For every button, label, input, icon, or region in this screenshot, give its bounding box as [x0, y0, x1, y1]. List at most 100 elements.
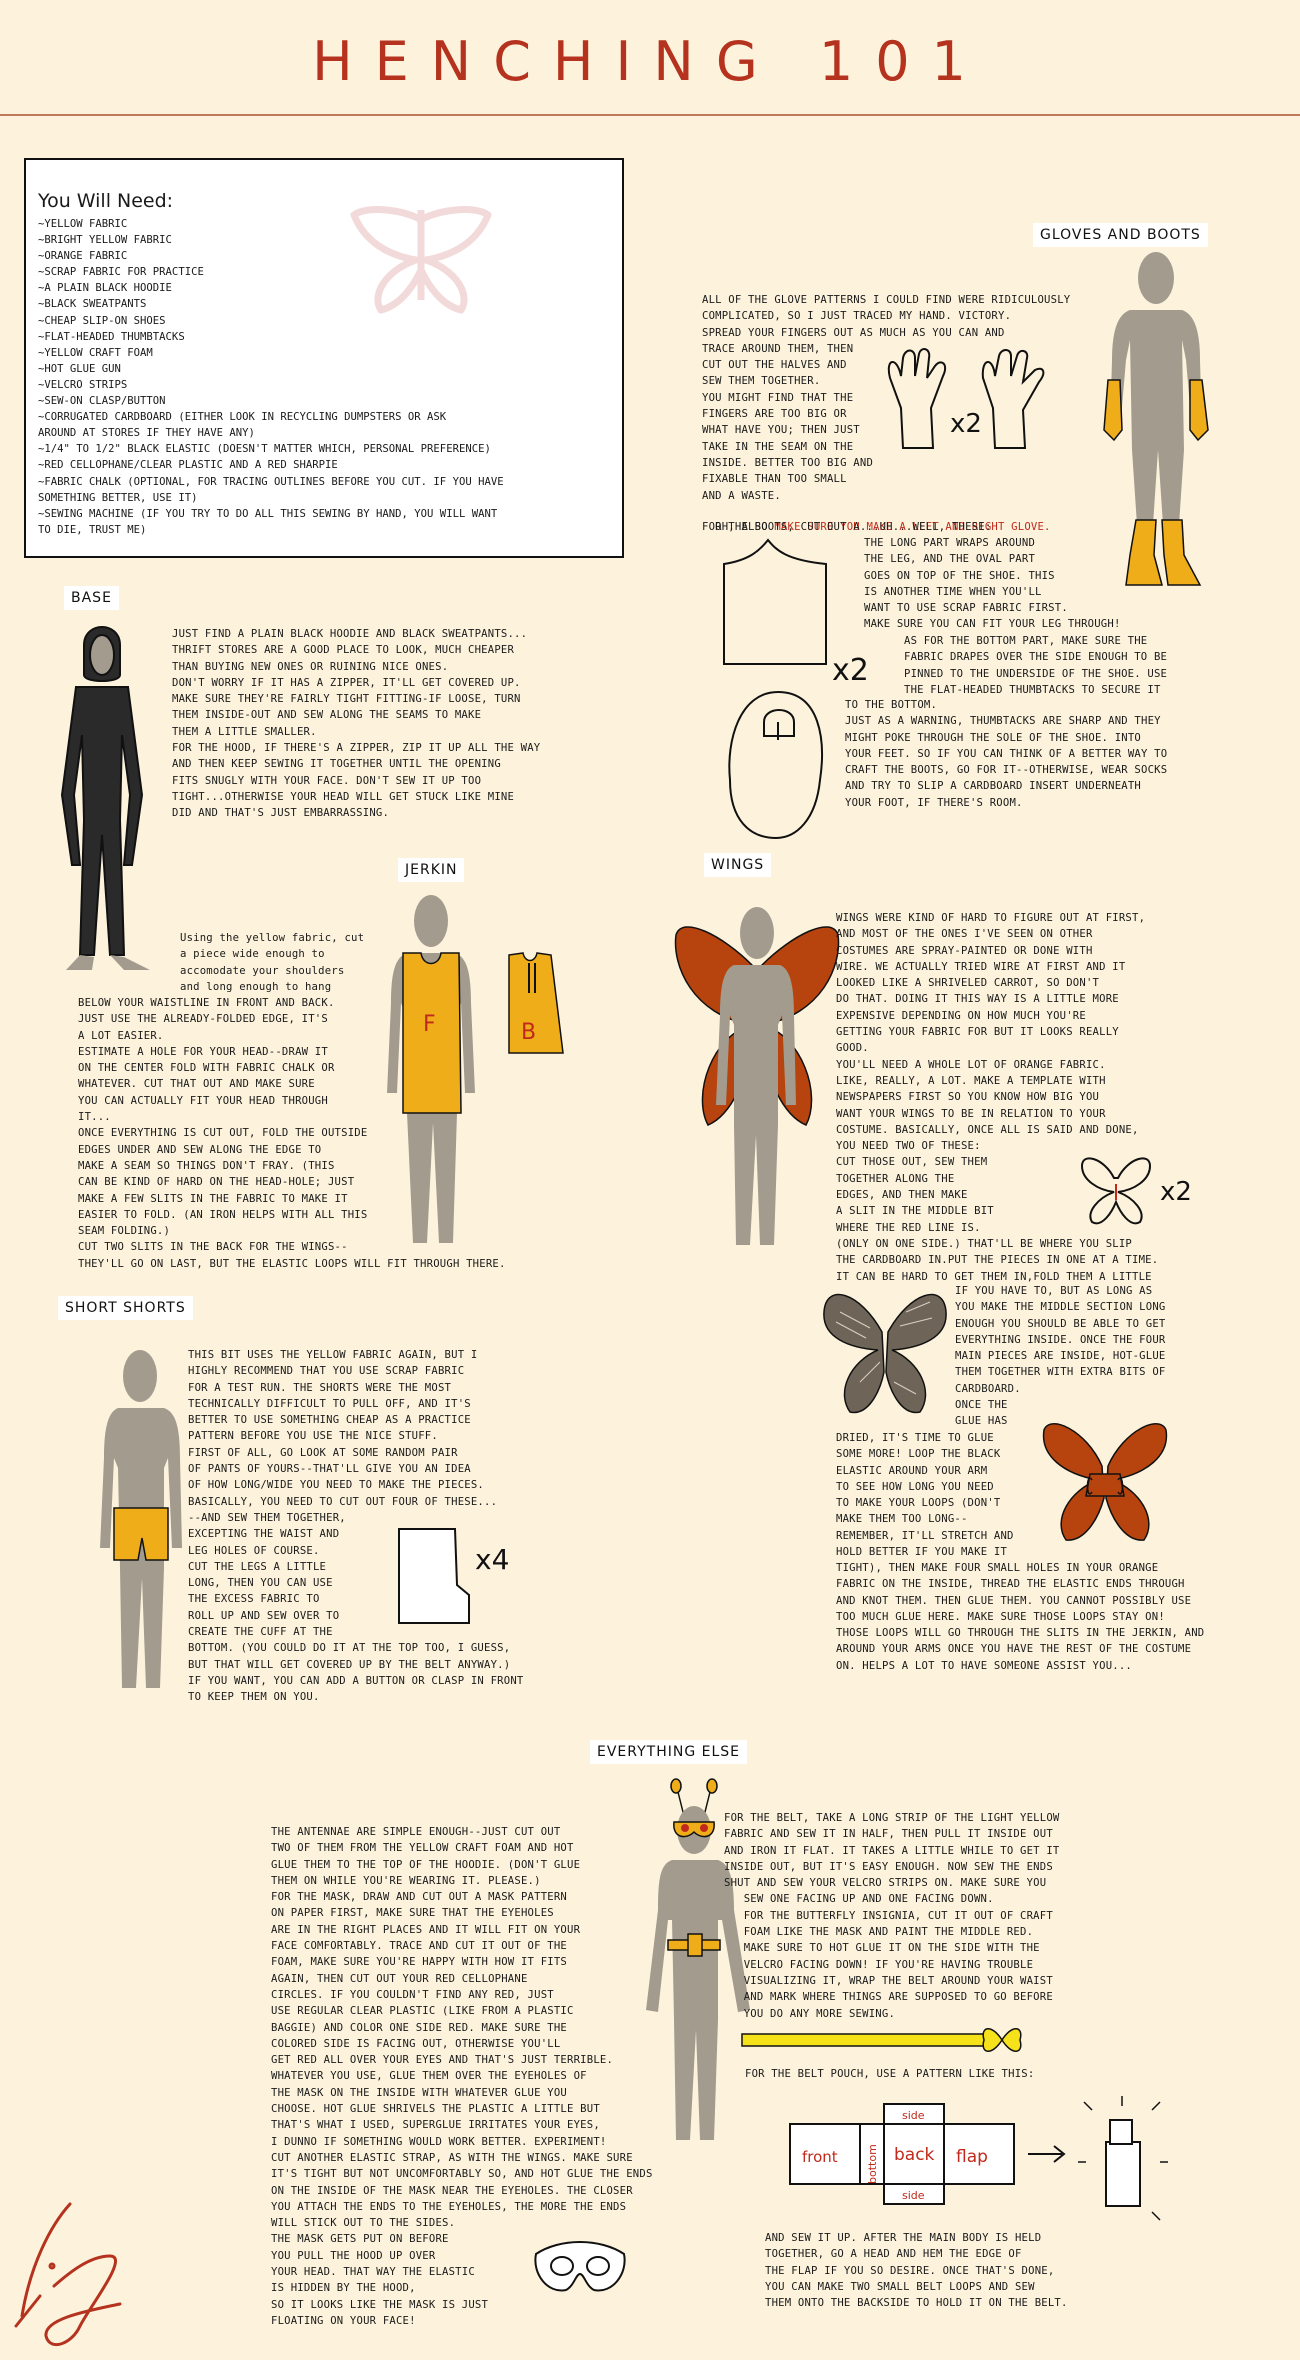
supplies-item-line: ~CHEAP SLIP-ON SHOES: [38, 314, 166, 327]
wings-a-line: WANT YOUR WINGS TO BE IN RELATION TO YOU…: [836, 1107, 1106, 1120]
boots-d-line: JUST AS A WARNING, THUMBTACKS ARE SHARP …: [845, 715, 1161, 728]
jerkin-b-line: MAKE A SEAM SO THINGS DON'T FRAY. (THIS: [78, 1159, 335, 1172]
shorts-line: FIRST OF ALL, GO LOOK AT SOME RANDOM PAI…: [188, 1446, 458, 1459]
else-a-line: COLORED SIDE IS FACING OUT, OTHERWISE YO…: [271, 2037, 561, 2050]
supplies-item-line: ~RED CELLOPHANE/CLEAR PLASTIC AND A RED …: [38, 459, 338, 472]
wings-a-line: GETTING YOUR FABRIC FOR BUT IT LOOKS REA…: [836, 1026, 1119, 1039]
else-a-line: GLUE THEM TO THE TOP OF THE HOODIE. (DON…: [271, 1858, 581, 1871]
else-a-line: USE REGULAR CLEAR PLASTIC (LIKE FROM A P…: [271, 2005, 574, 2018]
else-a-line: IT'S TIGHT BUT NOT UNCOMFORTABLY SO, AND…: [271, 2168, 653, 2181]
base-line: FITS SNUGLY WITH YOUR FACE. DON'T SEW IT…: [172, 774, 482, 787]
else-a-line: I DUNNO IF SOMETHING WOULD WORK BETTER. …: [271, 2135, 607, 2148]
supplies-item-line: ~HOT GLUE GUN: [38, 362, 121, 375]
supplies-box: You Will Need: ~YELLOW FABRIC ~BRIGHT YEL…: [24, 158, 624, 558]
base-line: MAKE SURE THEY'RE FAIRLY TIGHT FITTING-I…: [172, 693, 521, 706]
else-c-line: TOGETHER, GO A HEAD AND HEM THE EDGE OF: [765, 2248, 1022, 2261]
else-b-line: VELCRO FACING DOWN! IF YOU'RE HAVING TRO…: [724, 1958, 1034, 1971]
wings-b-line: CARDBOARD.: [955, 1382, 1021, 1395]
boots-b-line: GOES ON TOP OF THE SHOE. THIS: [864, 569, 1055, 582]
wings-b-line: MAIN PIECES ARE INSIDE, HOT-GLUE: [955, 1350, 1166, 1363]
jerkin-front-letter: F: [423, 1012, 436, 1037]
base-line: DON'T WORRY IF IT HAS A ZIPPER, IT'LL GE…: [172, 676, 521, 689]
wings-a-line: YOU NEED TWO OF THESE:: [836, 1140, 981, 1153]
pouch-flap: flap: [956, 2147, 988, 2167]
wings-a-line: YOU'LL NEED A WHOLE LOT OF ORANGE FABRIC…: [836, 1058, 1106, 1071]
wings-a-line: DO THAT. DOING IT THIS WAY IS A LITTLE M…: [836, 993, 1119, 1006]
shorts-line: TECHNICALLY DIFFICULT TO PULL OFF, AND I…: [188, 1397, 471, 1410]
else-a-line: TWO OF THEM FROM THE YELLOW CRAFT FOAM A…: [271, 1842, 574, 1855]
shorts-line: CUT THE LEGS A LITTLE: [188, 1560, 327, 1573]
wings-d-line: FABRIC ON THE INSIDE, THREAD THE ELASTIC…: [836, 1578, 1185, 1591]
jerkin-b-line: IT...: [78, 1111, 111, 1124]
supplies-item-line: ~1/4" TO 1/2" BLACK ELASTIC (DOESN'T MAT…: [38, 443, 491, 456]
shorts-line: THE EXCESS FABRIC TO: [188, 1593, 320, 1606]
shorts-line: OF PANTS OF YOURS--THAT'LL GIVE YOU AN I…: [188, 1463, 471, 1476]
else-a-line: THAT'S WHAT I USED, SUPERGLUE IRRITATES …: [271, 2119, 600, 2132]
else-a-line: AGAIN, THEN CUT OUT YOUR RED CELLOPHANE: [271, 1972, 528, 1985]
shorts-line: THIS BIT USES THE YELLOW FABRIC AGAIN, B…: [188, 1349, 478, 1361]
else-a-line: ON PAPER FIRST, MAKE SURE THAT THE EYEHO…: [271, 1907, 554, 1920]
shorts-label: SHORT SHORTS: [58, 1296, 193, 1320]
boots-d-line: MIGHT POKE THROUGH THE SOLE OF THE SHOE.…: [845, 731, 1142, 744]
shorts-line: TO KEEP THEM ON YOU.: [188, 1691, 320, 1704]
base-line: THEM A LITTLE SMALLER.: [172, 725, 317, 738]
pouch-bottom: bottom: [866, 2144, 879, 2184]
shorts-line: LEG HOLES OF COURSE.: [188, 1544, 320, 1557]
gloves-also-line: OH, ALSO MAKE SURE YOU MAKE A LEFT AND R…: [702, 503, 1051, 536]
shorts-line: LONG, THEN YOU CAN USE: [188, 1577, 333, 1590]
else-text-c: AND SEW IT UP. AFTER THE MAIN BODY IS HE…: [765, 2230, 1068, 2311]
wing-cardboard-icon: [823, 1293, 947, 1414]
base-line: DID AND THAT'S JUST EMBARRASSING.: [172, 807, 390, 820]
wings-a-line: TOGETHER ALONG THE: [836, 1172, 955, 1185]
wings-b-line: THEM TOGETHER WITH EXTRA BITS OF: [955, 1366, 1166, 1379]
supplies-item-line: ~BRIGHT YELLOW FABRIC: [38, 234, 172, 247]
jerkin-b-line: BELOW YOUR WAISTLINE IN FRONT AND BACK.: [78, 997, 335, 1009]
glove-pattern-icon: x2: [887, 348, 1045, 449]
title-divider: [0, 114, 1300, 116]
gloves-boots-label: GLOVES AND BOOTS: [1033, 223, 1208, 247]
shorts-line: --AND SEW THEM TOGETHER,: [188, 1511, 346, 1524]
base-line: TIGHT...OTHERWISE YOUR HEAD WILL GET STU…: [172, 790, 515, 803]
wings-c-line: MAKE THEM TOO LONG--: [836, 1513, 968, 1526]
else-c-line: YOU CAN MAKE TWO SMALL BELT LOOPS AND SE…: [765, 2280, 1035, 2293]
gloves-line: COMPLICATED, SO I JUST TRACED MY HAND. V…: [702, 310, 1012, 323]
else-b-line: INSIDE OUT, BUT IT'S EASY ENOUGH. NOW SE…: [724, 1860, 1053, 1873]
everything-else-figure: [646, 1778, 750, 2140]
wings-a-line: IT CAN BE HARD TO GET THEM IN,FOLD THEM …: [836, 1270, 1152, 1283]
shorts-x4: x4: [475, 1543, 509, 1576]
jerkin-label: JERKIN: [398, 858, 465, 882]
else-a-line: WILL STICK OUT TO THE SIDES.: [271, 2217, 456, 2230]
else-b-line: FOR THE BELT, TAKE A LONG STRIP OF THE L…: [724, 1812, 1060, 1824]
boots-b-line: MAKE SURE YOU CAN FIT YOUR LEG THROUGH!: [864, 618, 1121, 631]
boots-x2: x2: [832, 653, 869, 688]
boots-c-line: THE FLAT-HEADED THUMBTACKS TO SECURE IT: [904, 683, 1161, 696]
else-c-line: THE FLAP IF YOU SO DESIRE. ONCE THAT'S D…: [765, 2264, 1055, 2277]
gloves-boots-figure: [1103, 252, 1209, 586]
else-b-line: MAKE SURE TO HOT GLUE IT ON THE SIDE WIT…: [724, 1942, 1040, 1955]
boots-d-line: CRAFT THE BOOTS, GO FOR IT--OTHERWISE, W…: [845, 764, 1168, 777]
wings-c-line: DRIED, IT'S TIME TO GLUE: [836, 1432, 994, 1444]
wings-a-line: (ONLY ON ONE SIDE.) THAT'LL BE WHERE YOU…: [836, 1237, 1133, 1250]
boot-pattern-icon: x2: [723, 538, 869, 840]
wings-d-line: TOO MUCH GLUE HERE. MAKE SURE THOSE LOOP…: [836, 1610, 1165, 1623]
else-a-line: BAGGIE) AND COLOR ONE SIDE RED. MAKE SUR…: [271, 2021, 568, 2034]
shorts-line: IF YOU WANT, YOU CAN ADD A BUTTON OR CLA…: [188, 1674, 524, 1687]
wings-c-line: ELASTIC AROUND YOUR ARM: [836, 1464, 988, 1477]
wings-b-line: GLUE HAS: [955, 1415, 1008, 1428]
else-a-line: WHATEVER YOU USE, GLUE THEM OVER THE EYE…: [271, 2070, 587, 2083]
jerkin-a-line: a piece wide enough to: [180, 948, 325, 961]
wings-figure: [674, 907, 840, 1245]
wings-b-line: ONCE THE: [955, 1399, 1008, 1412]
else-a-line: YOUR HEAD. THAT WAY THE ELASTIC: [271, 2266, 475, 2279]
shorts-line: FOR A TEST RUN. THE SHORTS WERE THE MOST: [188, 1381, 452, 1394]
else-b-line: FOR THE BUTTERFLY INSIGNIA, CUT IT OUT O…: [724, 1909, 1053, 1922]
gloves-line: CUT OUT THE HALVES AND: [702, 359, 847, 372]
gloves-line: TRACE AROUND THEM, THEN: [702, 342, 854, 355]
wings-a-line: EDGES, AND THEN MAKE: [836, 1189, 968, 1202]
belt-icon: [741, 2028, 1022, 2052]
jerkin-b-line: ESTIMATE A HOLE FOR YOUR HEAD--DRAW IT: [78, 1045, 328, 1058]
else-a-line: CUT ANOTHER ELASTIC STRAP, AS WITH THE W…: [271, 2151, 633, 2164]
else-b-line: FABRIC AND SEW IT IN HALF, THEN PULL IT …: [724, 1828, 1053, 1841]
else-a-line: YOU PULL THE HOOD UP OVER: [271, 2249, 436, 2262]
jerkin-a-line: accomodate your shoulders: [180, 964, 345, 977]
